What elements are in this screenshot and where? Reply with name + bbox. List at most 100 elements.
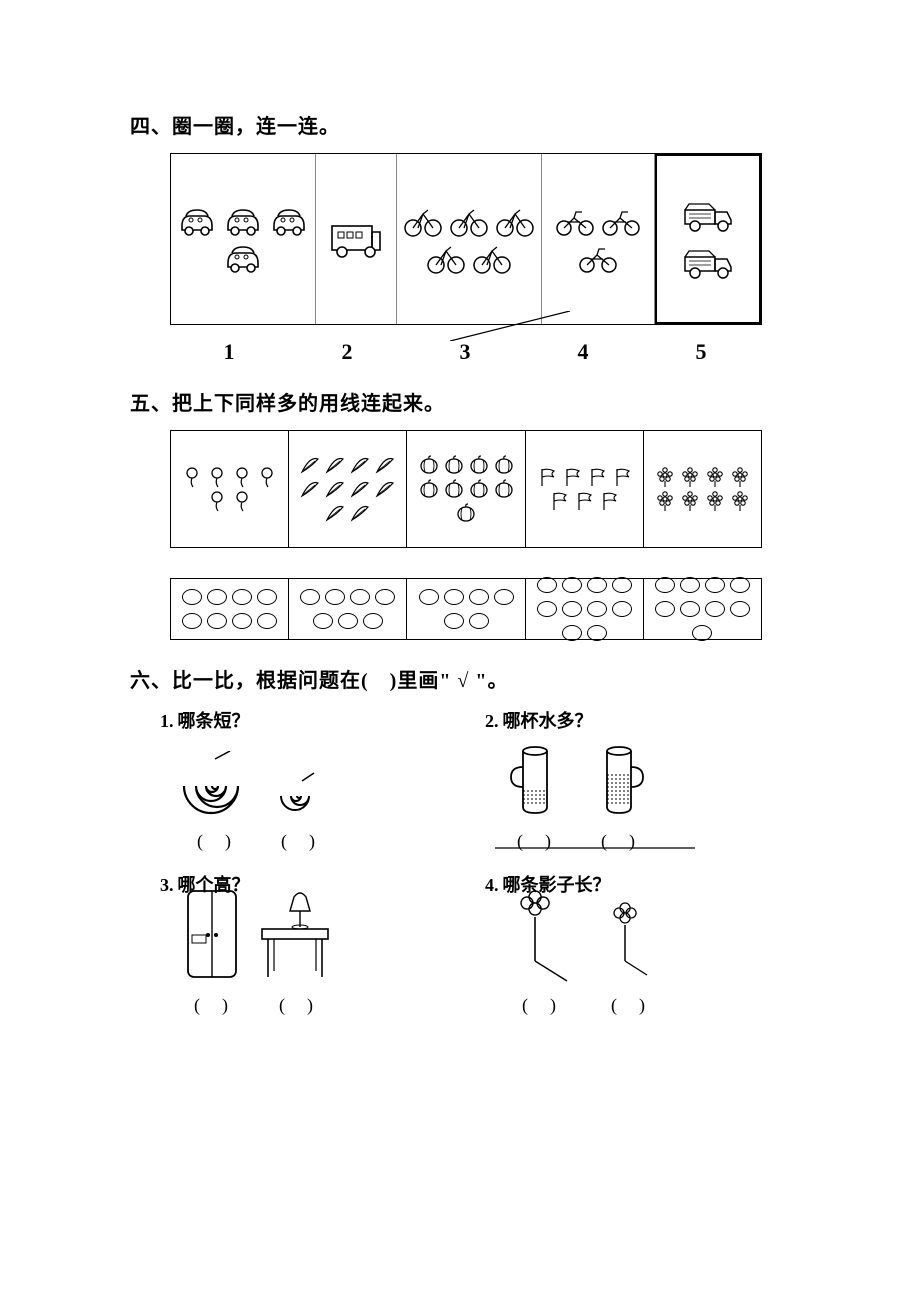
question-pics: ( ) ( )	[180, 743, 475, 853]
pumpkin-icon	[418, 454, 440, 476]
answer-paren[interactable]: ( )	[611, 991, 647, 1017]
oval-icon	[611, 574, 633, 596]
oval-icon	[586, 598, 608, 620]
question-pics: ( ) ( )	[505, 743, 800, 853]
option-a: ( )	[505, 885, 575, 1017]
water-level-line	[495, 843, 695, 853]
cell-ovals	[407, 579, 525, 639]
feather-icon	[349, 478, 371, 500]
question-4: 4.哪条影子长？ ( ) ( )	[485, 871, 800, 1017]
flag-icon	[548, 490, 570, 512]
group-cars	[171, 154, 316, 324]
question-number: 4.	[485, 875, 499, 895]
oval-icon	[349, 586, 371, 608]
flag-icon	[573, 490, 595, 512]
option-b: ( )	[274, 771, 324, 853]
motorcycle-icon	[577, 241, 619, 275]
oval-icon	[586, 574, 608, 596]
match-bottom-row	[170, 578, 762, 640]
oval-icon	[654, 574, 676, 596]
balloon-icon	[206, 466, 228, 488]
cell-flags	[526, 431, 644, 547]
answer-paren[interactable]: ( )	[194, 991, 230, 1017]
cell-pumpkins	[407, 431, 525, 547]
pumpkin-icon	[443, 454, 465, 476]
answer-paren[interactable]: ( )	[281, 827, 317, 853]
pumpkin-icon	[493, 454, 515, 476]
short-flower-shadow-icon	[599, 885, 659, 985]
flower-icon	[654, 490, 676, 512]
ambulance-icon	[328, 216, 384, 262]
cup-low-icon	[505, 741, 565, 821]
question-3: 3.哪个高？ ( ) ( )	[160, 871, 475, 1017]
pumpkin-icon	[493, 478, 515, 500]
match-top-row	[170, 430, 762, 548]
oval-icon	[231, 610, 253, 632]
bicycle-icon	[471, 241, 513, 275]
oval-icon	[586, 622, 608, 644]
option-a: ( )	[505, 741, 565, 853]
option-a: ( )	[180, 751, 250, 853]
feather-icon	[299, 454, 321, 476]
question-2: 2.哪杯水多？ ( ) ( )	[485, 707, 800, 853]
flower-icon	[704, 490, 726, 512]
pumpkin-icon	[455, 502, 477, 524]
option-b: ( )	[599, 885, 659, 1017]
oval-icon	[206, 586, 228, 608]
cell-ovals	[171, 579, 289, 639]
question-pics: ( ) ( )	[180, 907, 475, 1017]
oval-icon	[561, 622, 583, 644]
oval-icon	[231, 586, 253, 608]
car-icon	[176, 204, 218, 238]
wardrobe-icon	[180, 885, 244, 985]
motorcycle-icon	[554, 204, 596, 238]
oval-icon	[704, 598, 726, 620]
question-number: 1.	[160, 711, 174, 731]
oval-icon	[679, 574, 701, 596]
feather-icon	[374, 478, 396, 500]
flower-icon	[679, 490, 701, 512]
number-label: 4	[578, 339, 589, 365]
feather-icon	[299, 478, 321, 500]
flag-icon	[598, 490, 620, 512]
question-text: 哪杯水多？	[503, 711, 593, 731]
oval-icon	[443, 610, 465, 632]
oval-icon	[536, 574, 558, 596]
car-icon	[222, 241, 264, 275]
car-icon	[222, 204, 264, 238]
truck-icon	[681, 194, 735, 238]
oval-icon	[206, 610, 228, 632]
pumpkin-icon	[468, 454, 490, 476]
group-trucks	[655, 154, 761, 324]
bicycle-icon	[494, 204, 536, 238]
oval-icon	[704, 574, 726, 596]
cell-ovals	[526, 579, 644, 639]
balloon-icon	[181, 466, 203, 488]
balloon-icon	[231, 490, 253, 512]
pumpkin-icon	[443, 478, 465, 500]
answer-paren[interactable]: ( )	[197, 827, 233, 853]
cell-feathers	[289, 431, 407, 547]
question-1: 1.哪条短？ ( ) ( )	[160, 707, 475, 853]
number-label: 1	[224, 339, 235, 365]
flower-icon	[654, 466, 676, 488]
flag-icon	[561, 466, 583, 488]
flag-icon	[611, 466, 633, 488]
flower-icon	[679, 466, 701, 488]
section-6-heading: 六、比一比，根据问题在( )里画" √ "。	[130, 664, 800, 693]
answer-paren[interactable]: ( )	[279, 991, 315, 1017]
balloon-icon	[206, 490, 228, 512]
oval-icon	[679, 598, 701, 620]
oval-icon	[493, 586, 515, 608]
question-number: 3.	[160, 875, 174, 895]
flower-icon	[729, 466, 751, 488]
truck-icon	[681, 241, 735, 285]
number-label: 5	[696, 339, 707, 365]
oval-icon	[611, 598, 633, 620]
balloon-icon	[256, 466, 278, 488]
oval-icon	[418, 586, 440, 608]
answer-paren[interactable]: ( )	[522, 991, 558, 1017]
oval-icon	[181, 586, 203, 608]
oval-icon	[312, 610, 334, 632]
oval-icon	[468, 610, 490, 632]
